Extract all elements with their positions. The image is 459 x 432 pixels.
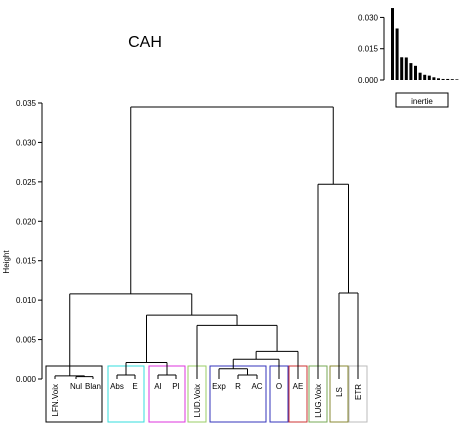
inset-bar: [391, 8, 394, 81]
leaf-label: PI: [172, 382, 180, 391]
y-tick-label: 0.005: [16, 336, 37, 345]
dendrogram-links: [54, 106, 359, 379]
leaf-label: LUG.Voix: [314, 384, 323, 418]
leaf-label: Blan: [85, 382, 101, 391]
inset-bar: [409, 63, 413, 80]
inset-bar: [395, 28, 399, 80]
cluster-box: [209, 365, 267, 423]
leaf-label: Exp: [212, 382, 226, 391]
leaf-label: AE: [293, 382, 304, 391]
inset-bar: [446, 78, 450, 80]
inset-bar: [404, 57, 408, 80]
y-tick-label: 0.035: [16, 99, 37, 108]
inset-bars: [391, 8, 459, 81]
y-tick-label: 0.030: [16, 138, 37, 147]
inset-bar: [432, 77, 436, 80]
cluster-box: [45, 365, 103, 423]
inset-bar: [437, 78, 440, 80]
y-tick-label: 0.010: [16, 296, 37, 305]
y-axis: 0.000 0.005 0.010 0.015 0.020 0.025 0.030 0.035…: [2, 99, 43, 384]
inset-bar: [423, 74, 427, 80]
chart-title: CAH: [128, 34, 162, 51]
inset-bar: [418, 72, 422, 80]
leaf-label: LS: [335, 387, 344, 397]
inset-bar: [427, 75, 431, 80]
leaf-label: AI: [154, 382, 162, 391]
inset-bar: [400, 57, 404, 80]
dendrogram: CAH 0.0000.0050.0100.0150.0200.0250.0300…: [2, 34, 368, 423]
y-tick-label: 0.015: [16, 257, 37, 266]
leaf-label: ETR: [354, 384, 363, 400]
y-tick-label: 0.020: [16, 217, 37, 226]
leaf-label: Nul: [70, 382, 82, 391]
y-tick-label: 0.000: [16, 375, 37, 384]
leaf-label: LUD.Voix: [193, 384, 202, 417]
leaf-label: LFN.Voix: [51, 384, 60, 416]
inset-xlabel: inertie: [411, 97, 433, 106]
leaf-label: AC: [251, 382, 262, 391]
leaf-label: O: [276, 382, 282, 391]
inertia-inset-chart: 0.000 0.015 0.030 inertie: [358, 8, 459, 108]
inset-y-axis: 0.000 0.015 0.030: [358, 13, 385, 85]
inset-y-tick-label: 0.000: [358, 76, 379, 85]
inset-bar: [441, 78, 445, 80]
inset-xlabel-box: [395, 92, 449, 108]
leaf-label: E: [132, 382, 137, 391]
y-axis-label: Height: [2, 250, 11, 274]
inset-bar: [450, 79, 454, 80]
leaf-label: R: [235, 382, 241, 391]
inset-bar: [414, 65, 417, 80]
inset-y-tick-label: 0.030: [358, 13, 379, 22]
inset-y-tick-label: 0.015: [358, 45, 379, 54]
leaf-label: Abs: [110, 382, 124, 391]
y-tick-label: 0.025: [16, 178, 37, 187]
inset-bar: [455, 79, 459, 80]
leaf-labels: LFN.Voix Nul Blan Abs E AI PI LUD.Voix Exp R AC O AE…: [51, 382, 363, 418]
